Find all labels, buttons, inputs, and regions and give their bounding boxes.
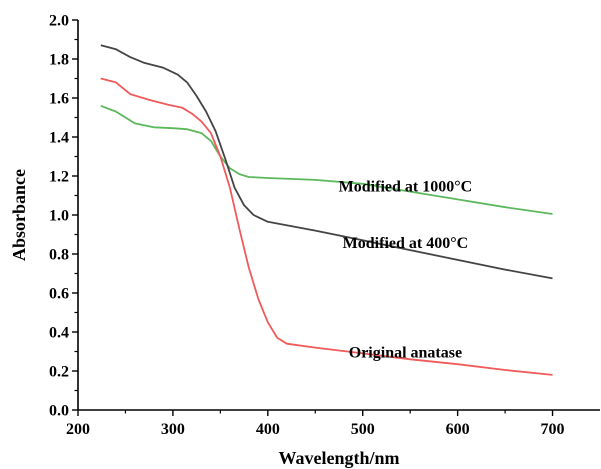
y-tick-label: 2.0 bbox=[49, 13, 69, 30]
y-tick-label: 0.6 bbox=[49, 286, 69, 303]
y-tick-label: 0.8 bbox=[49, 247, 69, 264]
y-tick-label: 1.0 bbox=[49, 208, 69, 225]
series-line-1 bbox=[100, 104, 553, 215]
x-tick-label: 400 bbox=[256, 421, 280, 438]
y-tick-label: 1.4 bbox=[49, 130, 69, 147]
y-tick-label: 0.4 bbox=[49, 325, 69, 342]
x-tick-label: 300 bbox=[161, 421, 185, 438]
x-tick-label: 600 bbox=[446, 421, 470, 438]
axes bbox=[77, 20, 600, 411]
series-lines bbox=[100, 44, 553, 376]
x-tick-label: 700 bbox=[541, 421, 565, 438]
series-line-3 bbox=[100, 77, 553, 376]
y-tick-label: 0.2 bbox=[49, 364, 69, 381]
y-tick-label: 1.8 bbox=[49, 52, 69, 69]
x-axis-title: Wavelength/nm bbox=[278, 448, 399, 468]
series-labels: Modified at 1000°C Modified at 400°C Origi… bbox=[339, 179, 473, 362]
series-line-2 bbox=[100, 44, 553, 280]
y-tick-label: 1.2 bbox=[49, 169, 69, 186]
series-annotation: Modified at 1000°C bbox=[339, 179, 473, 196]
series-annotation: Modified at 400°C bbox=[343, 235, 469, 252]
y-tick-label: 1.6 bbox=[49, 91, 69, 108]
y-tick-label: 0.0 bbox=[49, 403, 69, 420]
x-tick-label: 500 bbox=[351, 421, 375, 438]
x-tick-label: 200 bbox=[66, 421, 90, 438]
ticks: 200 300 400 500 600 700 0.0 0.2 0.4 0.6 0.8 1.0 1.2 1… bbox=[49, 13, 565, 439]
series-annotation: Original anatase bbox=[349, 344, 462, 361]
y-axis-title: Absorbance bbox=[9, 169, 29, 261]
